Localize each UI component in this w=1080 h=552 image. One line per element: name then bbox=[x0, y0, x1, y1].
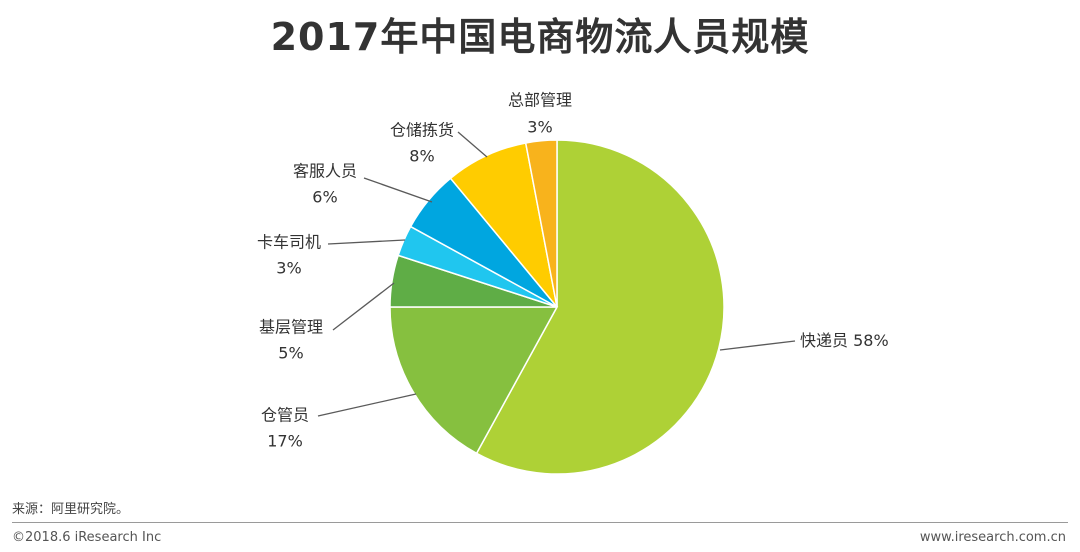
chart-title: 2017年中国电商物流人员规模 bbox=[270, 15, 810, 59]
slice-pct-cangguanyuan: 17% bbox=[267, 432, 303, 451]
leader-line-jicengguanli bbox=[332, 282, 395, 331]
slice-pct-zongbuguanli: 3% bbox=[527, 118, 552, 137]
source-note: 来源：阿里研究院。 bbox=[12, 502, 130, 517]
slice-pct-jicengguanli: 5% bbox=[278, 344, 303, 363]
slice-pct-cangchujianhuo: 8% bbox=[409, 147, 434, 166]
slice-pct-kachesiji: 3% bbox=[276, 259, 301, 278]
leader-line-kefurenyuan bbox=[363, 177, 433, 203]
slice-label-zongbuguanli: 总部管理 bbox=[508, 91, 572, 110]
pie-slice-6 bbox=[524, 139, 558, 308]
slice-label-kachesiji: 卡车司机 bbox=[257, 233, 321, 252]
pie-slices bbox=[389, 139, 725, 475]
leader-line-cangguanyuan bbox=[317, 393, 417, 417]
pie-slice-1 bbox=[389, 306, 559, 455]
slice-labels: 快递员 58% 仓管员 17% 基层管理 5% 卡车司机 3% 客服人员 6% … bbox=[257, 91, 889, 451]
leader-lines bbox=[317, 131, 796, 417]
leader-line-cangchujianhuo bbox=[457, 131, 488, 158]
slice-label-kefurenyuan: 客服人员 bbox=[293, 162, 357, 181]
website-link[interactable]: www.iresearch.com.cn bbox=[919, 530, 1066, 545]
slice-label-jicengguanli: 基层管理 bbox=[259, 318, 323, 337]
copyright-text: ©2018.6 iResearch Inc bbox=[12, 530, 162, 545]
slice-pct-kefurenyuan: 6% bbox=[312, 188, 337, 207]
footer-divider bbox=[12, 522, 1068, 523]
pie-slice-0 bbox=[475, 139, 725, 475]
leader-line-kuaidiyuan bbox=[719, 340, 796, 351]
slice-label-cangchujianhuo: 仓储拣货 bbox=[390, 121, 454, 140]
slice-label-cangguanyuan: 仓管员 bbox=[261, 406, 309, 425]
leader-line-kachesiji bbox=[327, 239, 406, 245]
slice-label-kuaidiyuan: 快递员 58% bbox=[800, 331, 889, 350]
